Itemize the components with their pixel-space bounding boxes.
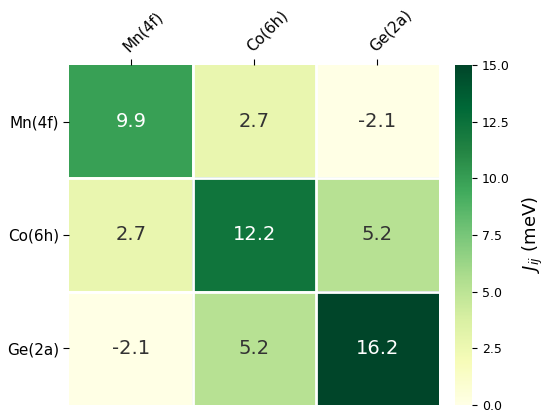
Text: 12.2: 12.2	[233, 226, 276, 244]
Text: 9.9: 9.9	[116, 112, 146, 131]
Text: -2.1: -2.1	[112, 339, 150, 358]
Text: 2.7: 2.7	[239, 112, 270, 131]
Text: 5.2: 5.2	[239, 339, 270, 358]
Y-axis label: $J_{ij}$ (meV): $J_{ij}$ (meV)	[521, 197, 545, 273]
Text: 5.2: 5.2	[362, 226, 393, 244]
Text: 16.2: 16.2	[356, 339, 399, 358]
Text: 2.7: 2.7	[116, 226, 146, 244]
Text: -2.1: -2.1	[358, 112, 397, 131]
